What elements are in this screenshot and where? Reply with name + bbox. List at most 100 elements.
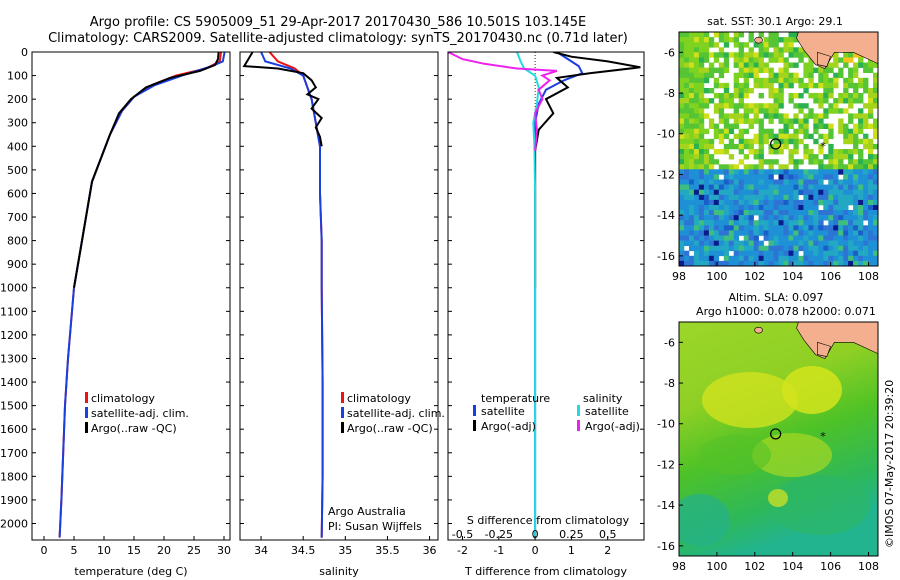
sst-cell: [708, 37, 715, 43]
sst-cell: [833, 179, 839, 185]
sst-cell: [684, 220, 690, 226]
sst-cell: [863, 123, 869, 129]
sst-cell: [808, 149, 814, 155]
sst-cell: [873, 205, 878, 211]
sst-cell: [803, 194, 809, 201]
sst-cell: [738, 210, 744, 216]
attribution-line1: Argo Australia: [328, 505, 406, 518]
sst-cell: [853, 72, 859, 79]
sst-cell: [693, 174, 700, 180]
sst-cell: [808, 235, 814, 241]
sst-cell: [838, 210, 844, 216]
sst-cell: [813, 123, 819, 129]
sst-cell: [793, 235, 799, 241]
sst-cell: [763, 235, 769, 241]
sst-cell: [713, 179, 720, 185]
sst-cell: [713, 128, 720, 135]
sst-cell: [788, 133, 794, 140]
sst-cell: [833, 103, 839, 109]
sst-cell: [813, 245, 819, 252]
sst-cell: [868, 98, 874, 104]
sst-cell: [679, 235, 685, 241]
sst-cell: [843, 220, 849, 226]
sst-cell: [853, 128, 859, 135]
sst-cell: [793, 77, 799, 84]
sst-cell: [693, 118, 700, 124]
sst-cell: [689, 82, 695, 89]
sst-cell: [783, 179, 789, 185]
sst-cell: [773, 103, 779, 109]
sst-cell: [703, 210, 710, 216]
sst-cell: [833, 240, 839, 246]
sst-cell: [753, 255, 759, 262]
sst-cell: [723, 82, 730, 89]
sst-cell: [758, 108, 764, 114]
sst-cell: [743, 93, 749, 99]
sst-cell: [863, 77, 869, 84]
sst-cell: [793, 143, 799, 150]
sst-cell: [788, 123, 794, 129]
sst-cell: [773, 230, 779, 236]
sst-cell: [778, 225, 784, 231]
sst-cell: [723, 189, 730, 196]
sst-cell: [703, 154, 710, 160]
sst-cell: [748, 103, 754, 109]
sst-cell: [853, 250, 859, 257]
sst-cell: [693, 184, 700, 190]
sst-cell: [778, 37, 784, 43]
sst-cell: [838, 260, 844, 266]
sst-cell: [723, 103, 730, 109]
sst-cell: [853, 220, 859, 226]
sst-cell: [858, 220, 864, 226]
sst-cell: [743, 189, 749, 196]
sst-cell: [823, 215, 829, 221]
sst-cell: [773, 133, 779, 140]
sst-cell: [753, 220, 759, 226]
sst-cell: [813, 118, 819, 124]
series-line-argo-raw-qc: [73, 52, 220, 288]
sst-cell: [698, 37, 705, 43]
legend-swatch: [85, 392, 88, 403]
sst-cell: [858, 250, 864, 257]
sst-cell: [778, 57, 784, 63]
sst-cell: [773, 32, 779, 38]
sst-cell: [803, 184, 809, 190]
sst-cell: [858, 184, 864, 190]
sst-cell: [728, 194, 735, 201]
map-y-tick-label: -14: [657, 209, 675, 222]
sst-cell: [808, 113, 814, 119]
sst-cell: [858, 230, 864, 236]
sst-cell: [738, 138, 744, 145]
sst-cell: [823, 108, 829, 114]
sst-cell: [818, 93, 824, 99]
sst-cell: [703, 159, 710, 165]
sst-cell: [868, 159, 874, 165]
sst-cell: [733, 189, 739, 196]
y-tick-label: 400: [7, 140, 28, 153]
sst-cell: [858, 113, 864, 119]
sst-cell: [808, 72, 814, 79]
sst-cell: [679, 260, 685, 266]
sst-cell: [773, 149, 779, 155]
y-tick-label: 1200: [0, 329, 28, 342]
sst-cell: [778, 199, 784, 206]
sst-cell: [848, 169, 854, 175]
sst-cell: [828, 189, 834, 196]
sst-cell: [723, 37, 730, 43]
sst-cell: [718, 235, 725, 241]
x-tick-label: 15: [127, 544, 141, 557]
sst-cell: [798, 225, 804, 231]
sst-cell: [808, 93, 814, 99]
sst-cell: [763, 225, 769, 231]
sst-cell: [713, 250, 720, 257]
sst-cell: [833, 174, 839, 180]
sst-cell: [773, 93, 779, 99]
sst-cell: [803, 220, 809, 226]
sst-cell: [808, 82, 814, 89]
sst-cell: [689, 113, 695, 119]
sst-cell: [768, 199, 774, 206]
sst-cell: [773, 77, 779, 84]
sst-cell: [768, 215, 774, 221]
sst-cell: [708, 174, 715, 180]
sst-cell: [768, 189, 774, 196]
